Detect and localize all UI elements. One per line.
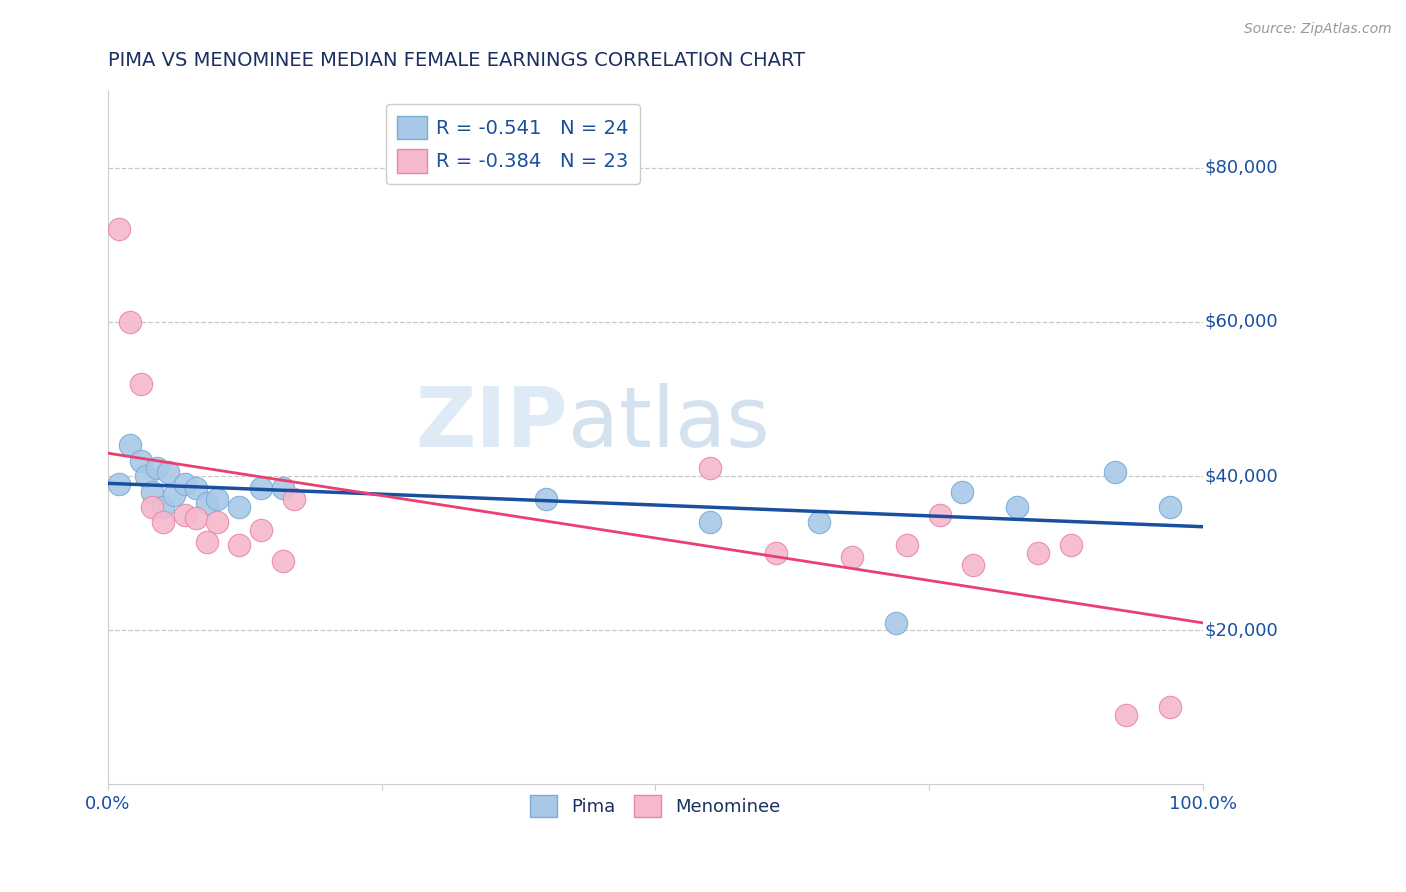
Point bbox=[271, 481, 294, 495]
Point bbox=[1028, 546, 1050, 560]
Point bbox=[195, 534, 218, 549]
Text: Source: ZipAtlas.com: Source: ZipAtlas.com bbox=[1244, 22, 1392, 37]
Point bbox=[207, 492, 229, 507]
Point bbox=[928, 508, 950, 522]
Point bbox=[152, 516, 174, 530]
Point bbox=[884, 615, 907, 630]
Point bbox=[141, 500, 163, 514]
Point bbox=[841, 549, 863, 564]
Point bbox=[118, 315, 141, 329]
Point bbox=[184, 481, 207, 495]
Point bbox=[118, 438, 141, 452]
Point bbox=[152, 500, 174, 514]
Text: ZIP: ZIP bbox=[415, 384, 568, 464]
Point bbox=[108, 476, 131, 491]
Point bbox=[129, 376, 152, 391]
Point bbox=[1104, 465, 1126, 479]
Point bbox=[228, 500, 250, 514]
Point bbox=[950, 484, 973, 499]
Point bbox=[765, 546, 787, 560]
Point bbox=[250, 523, 273, 537]
Point bbox=[699, 461, 721, 475]
Text: $80,000: $80,000 bbox=[1205, 159, 1278, 177]
Point bbox=[141, 484, 163, 499]
Point bbox=[129, 453, 152, 467]
Point bbox=[163, 488, 186, 502]
Text: $40,000: $40,000 bbox=[1205, 467, 1278, 485]
Legend: Pima, Menominee: Pima, Menominee bbox=[523, 788, 787, 824]
Point bbox=[1115, 708, 1137, 723]
Text: $60,000: $60,000 bbox=[1205, 313, 1278, 331]
Point bbox=[1005, 500, 1028, 514]
Point bbox=[135, 469, 157, 483]
Point bbox=[184, 511, 207, 525]
Point bbox=[228, 539, 250, 553]
Point bbox=[534, 492, 557, 507]
Point bbox=[283, 492, 305, 507]
Point bbox=[207, 516, 229, 530]
Point bbox=[173, 508, 195, 522]
Point bbox=[146, 461, 169, 475]
Point bbox=[699, 516, 721, 530]
Point bbox=[108, 222, 131, 236]
Point bbox=[896, 539, 918, 553]
Point bbox=[195, 496, 218, 510]
Point bbox=[173, 476, 195, 491]
Text: $20,000: $20,000 bbox=[1205, 621, 1278, 640]
Point bbox=[157, 465, 180, 479]
Point bbox=[962, 558, 984, 572]
Point bbox=[1159, 700, 1181, 714]
Point bbox=[250, 481, 273, 495]
Text: PIMA VS MENOMINEE MEDIAN FEMALE EARNINGS CORRELATION CHART: PIMA VS MENOMINEE MEDIAN FEMALE EARNINGS… bbox=[108, 51, 806, 70]
Point bbox=[271, 554, 294, 568]
Text: atlas: atlas bbox=[568, 384, 769, 464]
Point bbox=[1159, 500, 1181, 514]
Point bbox=[808, 516, 831, 530]
Point bbox=[1060, 539, 1083, 553]
